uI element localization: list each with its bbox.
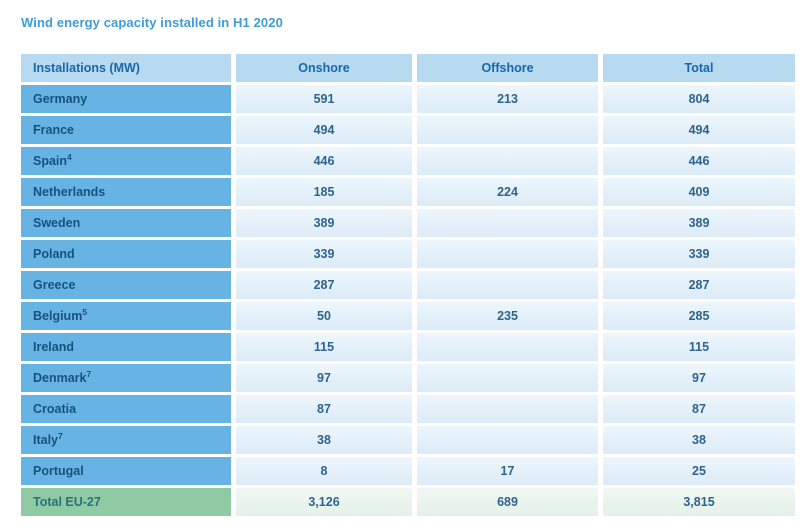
total-cell: 804: [603, 85, 795, 113]
total-cell: 494: [603, 116, 795, 144]
country-cell: Denmark7: [21, 364, 231, 392]
country-name: Italy: [33, 433, 59, 447]
country-cell: Italy7: [21, 426, 231, 454]
table-row: Croatia 87 87: [21, 395, 795, 423]
total-cell: 97: [603, 364, 795, 392]
country-name: Poland: [33, 247, 75, 261]
footnote-superscript: 7: [58, 430, 63, 441]
total-cell: 25: [603, 457, 795, 485]
offshore-cell: [417, 364, 598, 392]
onshore-cell: 38: [236, 426, 412, 454]
total-onshore-cell: 3,126: [236, 488, 412, 516]
offshore-cell: [417, 395, 598, 423]
wind-capacity-table: Installations (MW) Onshore Offshore Tota…: [16, 51, 800, 519]
country-name: Croatia: [33, 402, 77, 416]
total-cell: 87: [603, 395, 795, 423]
country-cell: Sweden: [21, 209, 231, 237]
country-name: Greece: [33, 278, 76, 292]
total-cell: 38: [603, 426, 795, 454]
total-total-cell: 3,815: [603, 488, 795, 516]
header-offshore: Offshore: [417, 54, 598, 82]
total-cell: 446: [603, 147, 795, 175]
onshore-cell: 591: [236, 85, 412, 113]
total-cell: 285: [603, 302, 795, 330]
onshore-cell: 115: [236, 333, 412, 361]
total-row: Total EU-27 3,126 689 3,815: [21, 488, 795, 516]
offshore-cell: [417, 271, 598, 299]
footnote-superscript: 7: [86, 368, 92, 379]
onshore-cell: 446: [236, 147, 412, 175]
onshore-cell: 50: [236, 302, 412, 330]
total-label-cell: Total EU-27: [21, 488, 231, 516]
table-row: Poland 339 339: [21, 240, 795, 268]
total-cell: 339: [603, 240, 795, 268]
header-row: Installations (MW) Onshore Offshore Tota…: [21, 54, 795, 82]
offshore-cell: 224: [417, 178, 598, 206]
country-name: Spain: [33, 154, 68, 168]
country-cell: Portugal: [21, 457, 231, 485]
table-row: Belgium5 50 235 285: [21, 302, 795, 330]
header-installations: Installations (MW): [21, 54, 231, 82]
onshore-cell: 87: [236, 395, 412, 423]
country-cell: Croatia: [21, 395, 231, 423]
country-cell: Netherlands: [21, 178, 231, 206]
table-row: Ireland 115 115: [21, 333, 795, 361]
country-cell: Spain4: [21, 147, 231, 175]
table-row: Greece 287 287: [21, 271, 795, 299]
table-row: Germany 591 213 804: [21, 85, 795, 113]
table-row: Italy7 38 38: [21, 426, 795, 454]
country-name: Denmark: [33, 371, 87, 385]
onshore-cell: 389: [236, 209, 412, 237]
table-body: Germany 591 213 804 France 494 494 Spain…: [21, 85, 795, 485]
footnote-superscript: 5: [82, 306, 88, 317]
country-name: Portugal: [33, 464, 84, 478]
country-name: Netherlands: [33, 185, 106, 199]
country-cell: Germany: [21, 85, 231, 113]
country-name: France: [33, 123, 74, 137]
table-row: Spain4 446 446: [21, 147, 795, 175]
country-cell: Greece: [21, 271, 231, 299]
offshore-cell: 235: [417, 302, 598, 330]
total-cell: 389: [603, 209, 795, 237]
onshore-cell: 494: [236, 116, 412, 144]
offshore-cell: 17: [417, 457, 598, 485]
offshore-cell: [417, 116, 598, 144]
total-offshore-cell: 689: [417, 488, 598, 516]
country-name: Belgium: [33, 309, 83, 323]
offshore-cell: [417, 426, 598, 454]
country-name: Germany: [33, 92, 88, 106]
onshore-cell: 287: [236, 271, 412, 299]
total-cell: 409: [603, 178, 795, 206]
table-row: Sweden 389 389: [21, 209, 795, 237]
header-total: Total: [603, 54, 795, 82]
offshore-cell: [417, 240, 598, 268]
offshore-cell: [417, 209, 598, 237]
total-cell: 115: [603, 333, 795, 361]
table-row: France 494 494: [21, 116, 795, 144]
offshore-cell: [417, 333, 598, 361]
country-cell: Belgium5: [21, 302, 231, 330]
onshore-cell: 185: [236, 178, 412, 206]
onshore-cell: 8: [236, 457, 412, 485]
footnote-superscript: 4: [67, 151, 72, 162]
country-name: Ireland: [33, 340, 74, 354]
onshore-cell: 97: [236, 364, 412, 392]
offshore-cell: 213: [417, 85, 598, 113]
page-title: Wind energy capacity installed in H1 202…: [21, 15, 283, 30]
table-row: Denmark7 97 97: [21, 364, 795, 392]
onshore-cell: 339: [236, 240, 412, 268]
total-cell: 287: [603, 271, 795, 299]
country-cell: France: [21, 116, 231, 144]
country-cell: Poland: [21, 240, 231, 268]
offshore-cell: [417, 147, 598, 175]
table-row: Portugal 8 17 25: [21, 457, 795, 485]
country-name: Sweden: [33, 216, 81, 230]
header-onshore: Onshore: [236, 54, 412, 82]
country-cell: Ireland: [21, 333, 231, 361]
table-row: Netherlands 185 224 409: [21, 178, 795, 206]
